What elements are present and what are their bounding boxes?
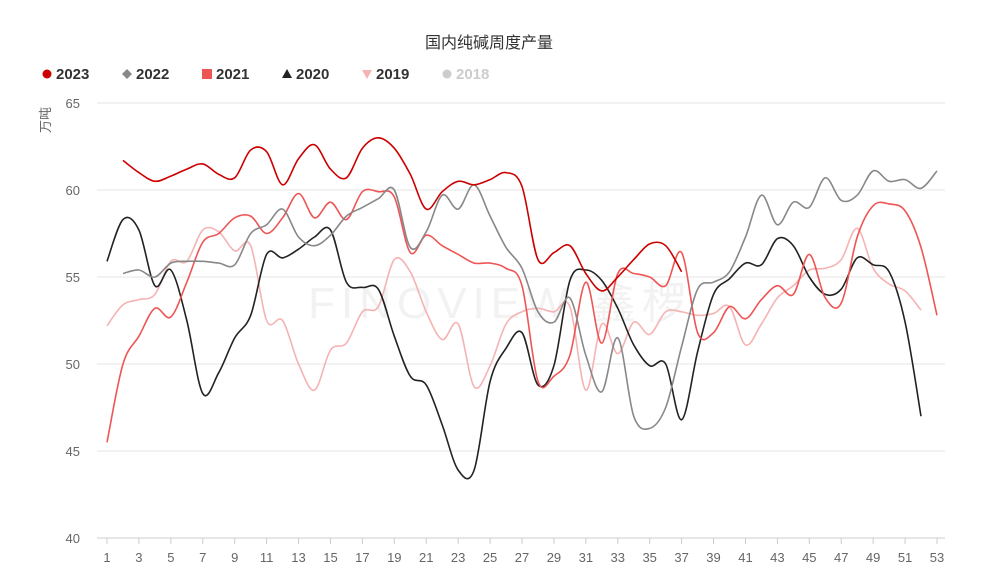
x-tick-label: 25 — [483, 550, 497, 565]
watermark-text: FINOVIEW 鑫椤 — [308, 279, 692, 328]
y-tick-label: 40 — [66, 531, 80, 546]
x-tick-label: 45 — [802, 550, 816, 565]
x-tick-label: 43 — [770, 550, 784, 565]
legend-marker-2020 — [282, 69, 292, 78]
legend-marker-2018 — [442, 69, 452, 79]
legend-item-2022[interactable]: 2022 — [122, 66, 169, 83]
y-axis: 40 45 50 55 60 65 — [66, 96, 80, 546]
legend-item-2018[interactable]: 2018 — [442, 66, 490, 83]
legend-marker-2023 — [42, 69, 52, 79]
y-axis-label: 万吨 — [38, 107, 53, 133]
legend-item-2021[interactable]: 2021 — [202, 66, 249, 83]
x-tick-label: 11 — [260, 550, 274, 565]
y-tick-label: 50 — [66, 357, 80, 372]
x-axis: 1 3 5 7 9 11 13 15 17 19 21 23 25 27 29 31 33 35 37 39 41 43 4… — [103, 538, 944, 565]
y-tick-label: 55 — [66, 270, 80, 285]
series-line-2019 — [106, 226, 922, 391]
x-tick-label: 23 — [451, 550, 465, 565]
x-tick-label: 1 — [103, 550, 110, 565]
legend-marker-2021 — [202, 69, 212, 79]
y-tick-label: 60 — [66, 183, 80, 198]
x-tick-label: 19 — [387, 550, 401, 565]
legend-label-2023: 2023 — [56, 66, 89, 83]
legend-label-2019: 2019 — [376, 66, 409, 83]
x-tick-label: 37 — [674, 550, 688, 565]
x-tick-label: 47 — [834, 550, 848, 565]
x-tick-label: 29 — [547, 550, 561, 565]
x-tick-label: 9 — [231, 550, 238, 565]
x-tick-label: 31 — [579, 550, 593, 565]
x-tick-label: 17 — [355, 550, 369, 565]
series-line-2022 — [122, 169, 938, 431]
series-layer — [106, 137, 938, 480]
legend-label-2021: 2021 — [216, 66, 249, 83]
x-tick-label: 49 — [866, 550, 880, 565]
chart-title: 国内纯碱周度产量 — [425, 34, 553, 52]
x-tick-label: 51 — [898, 550, 912, 565]
legend: 2023 2022 2021 2020 2019 2018 — [42, 66, 490, 83]
x-tick-label: 7 — [199, 550, 206, 565]
x-tick-label: 39 — [706, 550, 720, 565]
y-tick-label: 45 — [66, 444, 80, 459]
legend-item-2019[interactable]: 2019 — [362, 66, 409, 83]
x-tick-label: 13 — [291, 550, 305, 565]
series-line-2023 — [122, 137, 683, 292]
legend-marker-2019 — [362, 70, 372, 79]
x-tick-label: 53 — [930, 550, 944, 565]
x-tick-label: 21 — [419, 550, 433, 565]
gridlines — [97, 102, 945, 539]
x-tick-label: 27 — [515, 550, 529, 565]
y-tick-label: 65 — [66, 96, 80, 111]
x-tick-label: 5 — [167, 550, 174, 565]
legend-item-2023[interactable]: 2023 — [42, 66, 90, 83]
x-tick-label: 35 — [642, 550, 656, 565]
x-tick-label: 33 — [611, 550, 625, 565]
x-tick-label: 3 — [135, 550, 142, 565]
legend-marker-2022 — [122, 69, 132, 79]
series-line-2021 — [106, 188, 938, 443]
x-tick-label: 41 — [738, 550, 752, 565]
legend-item-2020[interactable]: 2020 — [282, 66, 329, 83]
series-line-2020 — [106, 216, 922, 480]
legend-label-2022: 2022 — [136, 66, 169, 83]
x-tick-label: 15 — [323, 550, 337, 565]
legend-label-2018: 2018 — [456, 66, 489, 83]
legend-label-2020: 2020 — [296, 66, 329, 83]
